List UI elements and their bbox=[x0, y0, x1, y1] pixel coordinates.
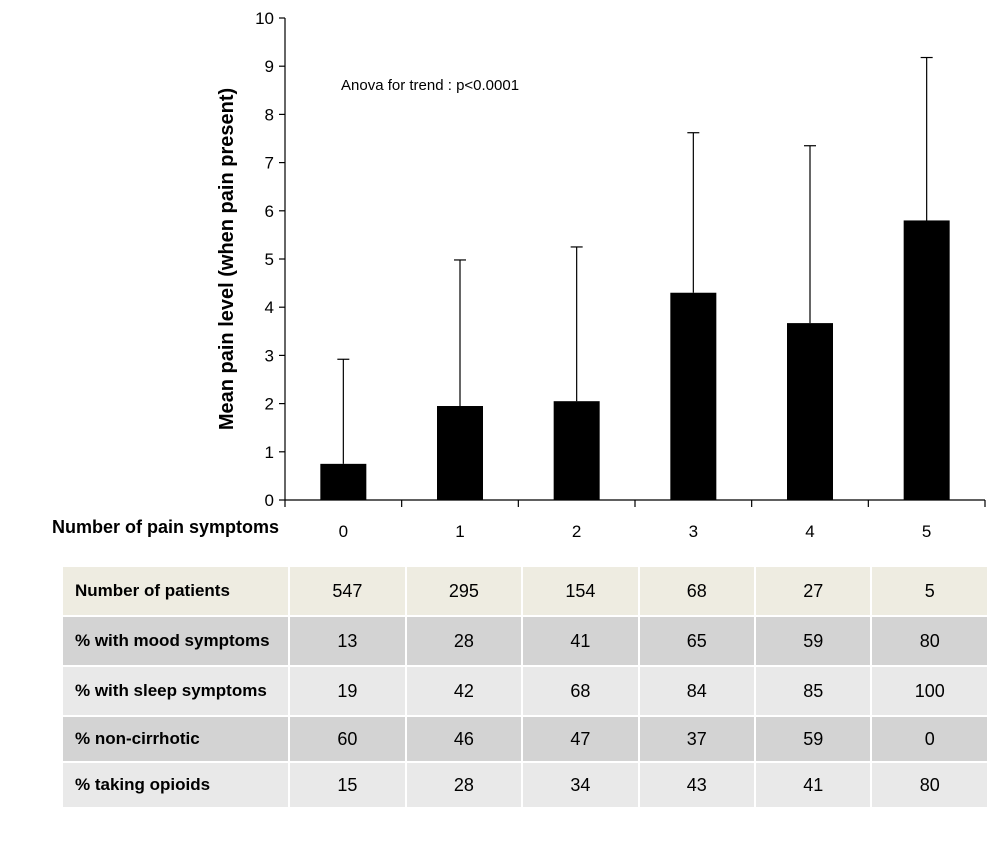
table-row-label: % non-cirrhotic bbox=[63, 716, 291, 763]
table-cell: 0 bbox=[871, 716, 989, 763]
table-cell: 5 bbox=[871, 567, 989, 617]
y-tick-label: 1 bbox=[265, 443, 274, 462]
table-cell: 80 bbox=[871, 616, 989, 667]
y-tick-label: 10 bbox=[255, 9, 274, 28]
bar bbox=[787, 323, 833, 500]
table-cell: 154 bbox=[522, 567, 640, 617]
y-tick-label: 6 bbox=[265, 202, 274, 221]
table-row-label: % with mood symptoms bbox=[63, 616, 291, 667]
y-axis-ticks: 0 1 2 3 4 5 6 7 8 9 10 bbox=[255, 9, 285, 510]
table-cell: 19 bbox=[289, 666, 407, 717]
x-tick-label: 1 bbox=[455, 522, 464, 541]
table-cell: 13 bbox=[289, 616, 407, 667]
table-cell: 59 bbox=[755, 616, 873, 667]
table-cell: 28 bbox=[405, 616, 524, 667]
y-tick-label: 5 bbox=[265, 250, 274, 269]
table-row: % with sleep symptoms 19 42 68 84 85 100 bbox=[63, 666, 989, 717]
trend-annotation: Anova for trend : p<0.0001 bbox=[341, 77, 519, 94]
table-row: % taking opioids 15 28 34 43 41 80 bbox=[63, 762, 989, 809]
table-cell: 80 bbox=[871, 762, 989, 809]
table-row: % non-cirrhotic 60 46 47 37 59 0 bbox=[63, 716, 989, 763]
table-cell: 37 bbox=[638, 716, 757, 763]
table-cell: 68 bbox=[522, 666, 640, 717]
y-tick-label: 9 bbox=[265, 57, 274, 76]
bar-chart: 0 1 2 3 4 5 6 7 8 9 10 0 1 2 3 4 5 Mean pain level (whe… bbox=[52, 9, 986, 541]
y-tick-label: 0 bbox=[265, 491, 274, 510]
x-tick-label: 4 bbox=[805, 522, 814, 541]
y-tick-label: 8 bbox=[265, 105, 274, 124]
bar bbox=[903, 220, 950, 500]
bar bbox=[437, 406, 483, 500]
y-tick-label: 3 bbox=[265, 346, 274, 365]
table-cell: 295 bbox=[405, 567, 524, 617]
table-cell: 41 bbox=[755, 762, 873, 809]
table-cell: 34 bbox=[522, 762, 640, 809]
bar bbox=[320, 463, 367, 500]
x-tick-label: 5 bbox=[922, 522, 931, 541]
y-tick-label: 4 bbox=[265, 298, 274, 317]
table-cell: 15 bbox=[289, 762, 407, 809]
x-axis-ticks: 0 1 2 3 4 5 bbox=[284, 500, 986, 541]
bar bbox=[670, 292, 717, 500]
table-cell: 65 bbox=[638, 616, 757, 667]
table-cell: 46 bbox=[405, 716, 524, 763]
y-tick-label: 7 bbox=[265, 154, 274, 173]
table-cell: 100 bbox=[871, 666, 989, 717]
bar bbox=[553, 401, 600, 500]
table-cell: 43 bbox=[638, 762, 757, 809]
table-cell: 547 bbox=[289, 567, 407, 617]
x-tick-label: 3 bbox=[689, 522, 698, 541]
table-cell: 41 bbox=[522, 616, 640, 667]
table-cell: 27 bbox=[755, 567, 873, 617]
table-row: Number of patients 547 295 154 68 27 5 bbox=[63, 567, 989, 617]
table-cell: 59 bbox=[755, 716, 873, 763]
error-bars bbox=[337, 56, 933, 464]
table-cell: 60 bbox=[289, 716, 407, 763]
patient-stats-table: Number of patients 547 295 154 68 27 5% with m… bbox=[63, 567, 989, 809]
table-cell: 84 bbox=[638, 666, 757, 717]
table-row: % with mood symptoms 13 28 41 65 59 80 bbox=[63, 616, 989, 667]
x-tick-label: 0 bbox=[339, 522, 348, 541]
table-cell: 47 bbox=[522, 716, 640, 763]
x-axis-label: Number of pain symptoms bbox=[52, 517, 279, 537]
bars bbox=[320, 220, 950, 500]
table-cell: 28 bbox=[405, 762, 524, 809]
table-cell: 85 bbox=[755, 666, 873, 717]
table-cell: 42 bbox=[405, 666, 524, 717]
table-cell: 68 bbox=[638, 567, 757, 617]
y-axis-label: Mean pain level (when pain present) bbox=[216, 88, 238, 430]
x-tick-label: 2 bbox=[572, 522, 581, 541]
table-row-label: % taking opioids bbox=[63, 762, 291, 809]
y-tick-label: 2 bbox=[265, 395, 274, 414]
table-row-label: Number of patients bbox=[63, 567, 291, 617]
table-row-label: % with sleep symptoms bbox=[63, 666, 291, 717]
